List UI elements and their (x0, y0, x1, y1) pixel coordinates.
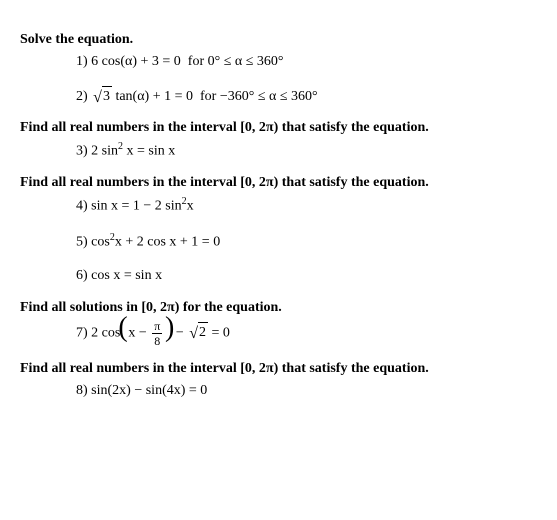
problem-number: 8) (76, 383, 91, 398)
problem-number: 3) (76, 144, 91, 159)
equation-text: 2 cos (91, 325, 120, 340)
fraction-numerator: π (152, 320, 162, 334)
equation-text: x = sin x (123, 144, 175, 159)
problem-number: 6) (76, 268, 91, 283)
equation-text: − (172, 325, 187, 340)
equation-text: cos (91, 234, 110, 249)
section-heading-3: Find all real numbers in the interval [0… (20, 175, 537, 191)
problem-8: 8) sin(2x) − sin(4x) = 0 (76, 381, 537, 401)
section-heading-1: Solve the equation. (20, 32, 537, 48)
radicand: 2 (198, 322, 208, 343)
sqrt-expr: 2 (187, 322, 208, 343)
paren-group: x − π8 (120, 320, 172, 347)
sqrt-expr: 3 (91, 86, 112, 107)
equation-text: cos x = sin x (91, 268, 162, 283)
equation-text: sin x = 1 − 2 sin (91, 199, 181, 214)
problem-number: 7) (76, 325, 91, 340)
section-heading-2: Find all real numbers in the interval [0… (20, 120, 537, 136)
problem-6: 6) cos x = sin x (76, 266, 537, 286)
problem-number: 2) (76, 89, 91, 104)
problem-5: 5) cos2x + 2 cos x + 1 = 0 (76, 231, 537, 252)
problem-number: 1) (76, 54, 91, 69)
section-heading-4: Find all solutions in [0, 2π) for the eq… (20, 300, 537, 316)
problem-2: 2) 3 tan(α) + 1 = 0 for −360° ≤ α ≤ 360° (76, 86, 537, 107)
equation-text: x + 2 cos x + 1 = 0 (115, 234, 220, 249)
radicand: 3 (102, 86, 112, 107)
problem-number: 5) (76, 234, 91, 249)
equation-text: 2 sin (91, 144, 118, 159)
problem-1: 1) 6 cos(α) + 3 = 0 for 0° ≤ α ≤ 360° (76, 52, 537, 72)
problem-7: 7) 2 cosx − π8 − 2 = 0 (76, 320, 537, 347)
fraction-denominator: 8 (152, 334, 162, 347)
problem-3: 3) 2 sin2 x = sin x (76, 140, 537, 161)
problem-number: 4) (76, 199, 91, 214)
equation-text: = 0 (208, 325, 230, 340)
equation-text: 6 cos(α) + 3 = 0 for 0° ≤ α ≤ 360° (91, 54, 283, 69)
equation-text: x − (128, 325, 150, 340)
equation-text: tan(α) + 1 = 0 for −360° ≤ α ≤ 360° (112, 89, 318, 104)
fraction: π8 (152, 320, 162, 347)
equation-text: x (187, 199, 194, 214)
problem-4: 4) sin x = 1 − 2 sin2x (76, 195, 537, 216)
section-heading-5: Find all real numbers in the interval [0… (20, 361, 537, 377)
equation-text: sin(2x) − sin(4x) = 0 (91, 383, 207, 398)
